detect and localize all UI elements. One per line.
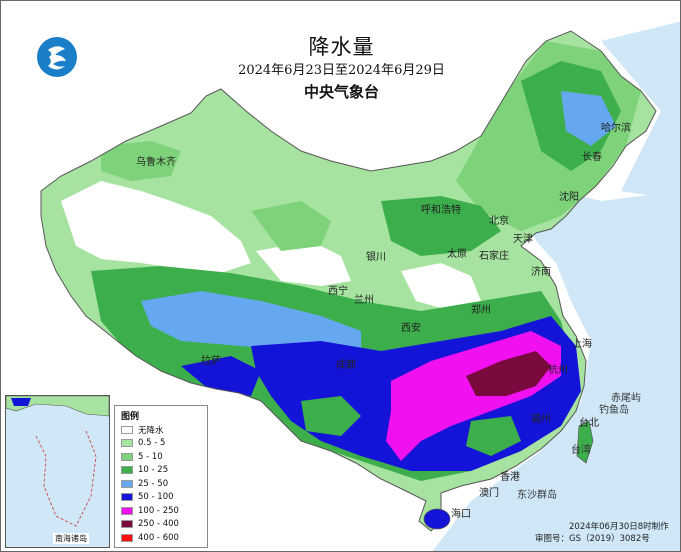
legend-item: 10 - 25 xyxy=(121,465,168,476)
city-yinchuan: 银川 xyxy=(366,252,386,263)
city-hohhot: 呼和浩特 xyxy=(421,205,461,216)
city-chengdu: 成都 xyxy=(336,360,356,371)
city-xian: 西安 xyxy=(401,323,421,334)
legend-item: 400 - 600 xyxy=(121,532,179,543)
island-dongsha: 东沙群岛 xyxy=(517,490,557,501)
legend-item: 250 - 400 xyxy=(121,519,179,530)
issuer: 中央气象台 xyxy=(303,83,379,101)
legend-swatch xyxy=(121,533,133,542)
legend-swatch xyxy=(121,493,133,501)
city-zhengzhou: 郑州 xyxy=(471,305,491,316)
legend: 图例 无降水 0.5 - 5 5 - 10 10 - 25 25 - 50 50 - 10… xyxy=(114,405,208,548)
island-taiwan: 台湾 xyxy=(571,445,591,456)
legend-label: 0.5 - 5 xyxy=(138,438,166,448)
legend-item: 0.5 - 5 xyxy=(121,438,165,449)
legend-swatch xyxy=(121,506,133,515)
city-harbin: 哈尔滨 xyxy=(601,123,631,134)
city-lanzhou: 兰州 xyxy=(354,295,374,306)
date-range: 2024年6月23日至2024年6月29日 xyxy=(238,63,445,78)
city-haikou: 海口 xyxy=(451,509,471,520)
inset-label: 南海诸岛 xyxy=(53,533,89,544)
island-diaoyu: 钓鱼岛 xyxy=(599,405,629,416)
city-hangzhou: 杭州 xyxy=(548,365,568,376)
legend-item: 无降水 xyxy=(121,424,164,436)
city-xining: 西宁 xyxy=(328,286,348,297)
map-title: 降水量 xyxy=(308,35,375,59)
city-tianjin: 天津 xyxy=(513,234,533,245)
legend-item: 50 - 100 xyxy=(121,492,174,503)
south-china-sea-inset: 南海诸岛 xyxy=(5,395,110,548)
legend-title: 图例 xyxy=(121,412,140,422)
legend-swatch xyxy=(121,439,133,447)
city-jinan: 济南 xyxy=(531,267,551,278)
city-macau: 澳门 xyxy=(479,488,499,499)
legend-label: 无降水 xyxy=(138,425,164,436)
city-shanghai: 上海 xyxy=(572,339,592,350)
city-fuzhou: 福州 xyxy=(531,414,551,425)
city-urumqi: 乌鲁木齐 xyxy=(136,157,176,168)
legend-label: 10 - 25 xyxy=(138,465,169,475)
legend-label: 250 - 400 xyxy=(138,519,179,529)
legend-swatch xyxy=(121,520,133,528)
legend-swatch xyxy=(121,479,133,488)
city-changchun: 长春 xyxy=(582,152,602,163)
city-taipei: 台北 xyxy=(579,418,599,429)
legend-label: 50 - 100 xyxy=(138,492,174,502)
legend-label: 100 - 250 xyxy=(138,505,179,516)
city-beijing: 北京 xyxy=(489,216,509,227)
legend-label: 25 - 50 xyxy=(138,478,169,489)
city-shenyang: 沈阳 xyxy=(559,192,579,203)
legend-label: 400 - 600 xyxy=(138,532,179,543)
legend-label: 5 - 10 xyxy=(138,451,163,462)
city-shijiazhuang: 石家庄 xyxy=(479,251,509,262)
legend-swatch xyxy=(121,466,133,474)
city-lhasa: 拉萨 xyxy=(201,356,221,367)
city-taiyuan: 太原 xyxy=(447,249,467,260)
cma-logo-icon xyxy=(37,37,77,77)
legend-item: 5 - 10 xyxy=(121,451,163,462)
island-chiwei: 赤尾屿 xyxy=(611,393,641,404)
legend-item: 25 - 50 xyxy=(121,478,168,489)
legend-swatch xyxy=(121,452,133,461)
legend-item: 100 - 250 xyxy=(121,505,179,516)
city-hongkong: 香港 xyxy=(500,472,520,483)
footer-made: 2024年06月30日8时制作 xyxy=(569,522,669,532)
legend-swatch xyxy=(121,425,133,434)
footer-approval: 审图号：GS（2019）3082号 xyxy=(535,534,650,544)
